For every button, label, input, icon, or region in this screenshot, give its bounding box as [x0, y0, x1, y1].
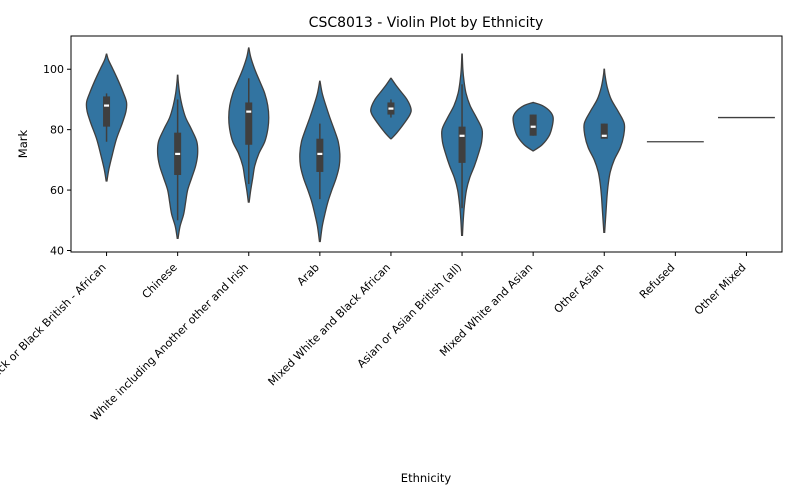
x-tick-label: White including Another other and Irish: [88, 261, 251, 424]
x-tick-label: Arab: [295, 261, 322, 288]
violin-body: [583, 68, 626, 234]
y-tick-label: 40: [50, 244, 64, 257]
y-tick-label: 100: [43, 63, 64, 76]
x-tick-label: Other Mixed: [692, 261, 749, 318]
violin-median-marker: [601, 134, 607, 137]
violin-iqr-box: [316, 138, 324, 172]
violin-median-marker: [246, 110, 252, 113]
x-axis: Black or Black British - African ChineseW…: [0, 252, 749, 423]
y-tick-label: 60: [50, 184, 64, 197]
violin-iqr-box: [458, 126, 466, 163]
plot-area-frame: [70, 35, 783, 253]
x-axis-label: Ethnicity: [401, 471, 452, 485]
y-axis-label: Mark: [16, 129, 30, 158]
x-tick-label: Mixed White and Black African: [266, 261, 393, 388]
y-tick-label: 80: [50, 124, 64, 137]
violin-iqr-box: [529, 114, 537, 136]
x-tick-label: Other Asian: [551, 261, 606, 316]
violin-iqr-box: [600, 123, 608, 139]
x-tick-label: Chinese: [139, 261, 179, 301]
x-tick-label: Refused: [637, 261, 677, 301]
violin-iqr-box: [245, 102, 253, 145]
violin-median-marker: [459, 134, 465, 137]
violin-iqr-box: [103, 96, 111, 127]
violin-median-marker: [530, 125, 536, 128]
violins-layer: [85, 47, 775, 243]
violin-median-marker: [175, 152, 181, 156]
violin-median-marker: [317, 152, 323, 156]
violin-median-marker: [388, 107, 394, 110]
x-tick-label: Black or Black British - African: [0, 261, 109, 387]
violin-median-marker: [104, 104, 110, 107]
y-axis: 40 60 80 100: [43, 63, 71, 257]
chart-title: CSC8013 - Violin Plot by Ethnicity: [309, 15, 544, 31]
